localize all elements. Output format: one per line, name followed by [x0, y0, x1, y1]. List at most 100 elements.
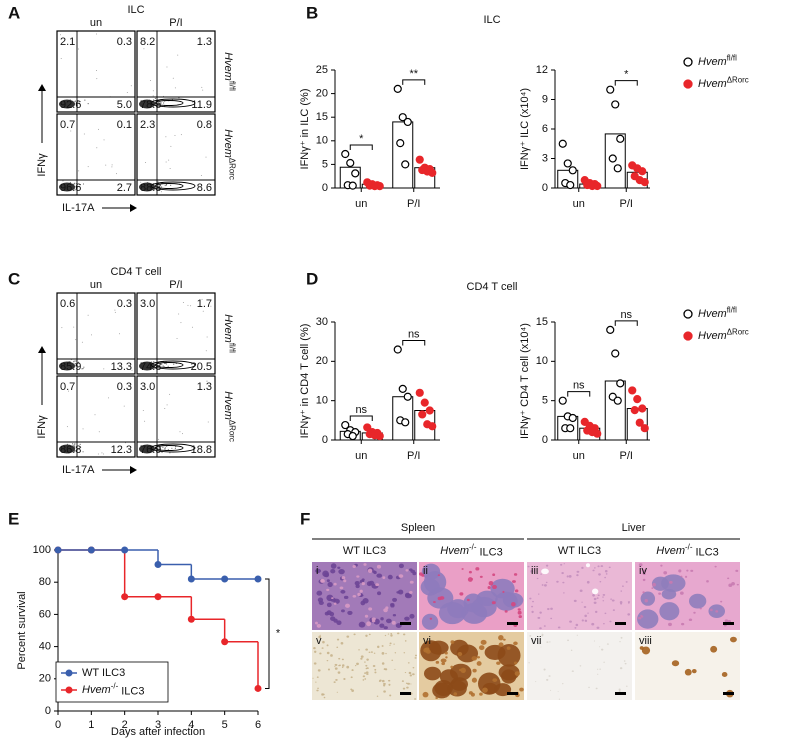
tissue-texture [337, 671, 341, 674]
x-tick-label: un [355, 450, 367, 462]
tissue-texture [367, 568, 373, 573]
flow-row-label: Hvemfl/fl [222, 314, 236, 353]
tissue-texture [350, 676, 353, 679]
event-dot [83, 133, 85, 135]
tissue-texture [736, 583, 739, 586]
data-point [566, 180, 575, 190]
tissue-texture [358, 649, 360, 651]
tissue-texture [728, 583, 733, 587]
y-axis-label: IFNγ⁺ ILC (x10⁴) [519, 88, 531, 170]
event-dot [83, 366, 85, 368]
data-point [558, 396, 567, 405]
legend-label: Hvem-/- ILC3 [82, 682, 144, 698]
tissue-texture [583, 606, 587, 609]
significance-label: ns [620, 309, 632, 321]
event-dot [180, 134, 182, 136]
significance-label: * [359, 133, 364, 145]
legend-label: Hvemfl/fl [698, 306, 737, 320]
tissue-texture [410, 683, 412, 685]
tissue-texture [579, 589, 583, 593]
bar [604, 380, 626, 441]
tissue-texture [640, 614, 643, 617]
survival-point [187, 615, 195, 623]
y-tick-label: 15 [536, 316, 548, 328]
event-dot [95, 33, 97, 35]
tissue-texture [619, 641, 621, 643]
tissue-texture [491, 601, 496, 605]
flow-row-label: HvemΔRorc [222, 391, 236, 442]
tissue-texture [476, 656, 481, 659]
tissue-texture [402, 687, 406, 690]
event-dot [152, 90, 154, 92]
tissue-texture [359, 589, 363, 593]
tissue-texture [496, 661, 501, 665]
tissue-texture [529, 597, 532, 600]
tissue-texture [341, 609, 345, 613]
tissue-texture [326, 588, 330, 592]
tissue-texture [383, 608, 388, 613]
event-dot [177, 54, 179, 56]
tissue-texture [368, 607, 373, 611]
tissue-texture [538, 642, 540, 645]
tissue-texture [362, 679, 365, 681]
tissue-texture [342, 664, 345, 667]
tissue-texture [364, 661, 366, 663]
scale-bar [507, 622, 518, 625]
data-point [375, 182, 384, 191]
tissue-texture [498, 635, 504, 641]
tissue-texture [360, 594, 364, 597]
tissue-texture [313, 647, 316, 650]
tissue-texture [365, 648, 368, 651]
y-tick-label: 20 [39, 673, 51, 685]
legend-marker [683, 79, 693, 89]
tissue-texture [556, 580, 559, 583]
flow-plot [136, 292, 216, 375]
tissue-texture [714, 565, 717, 568]
data-point [351, 169, 360, 178]
tissue-texture [336, 638, 340, 641]
significance-label: ** [409, 68, 418, 80]
tissue-texture [604, 612, 607, 615]
scale-bar [400, 622, 411, 625]
y-tick-label: 10 [316, 135, 328, 147]
tissue-texture [423, 666, 442, 681]
quadrant-value: 2.1 [60, 36, 75, 48]
tissue-texture [497, 643, 521, 667]
tissue-texture [371, 570, 376, 573]
contour [150, 360, 196, 370]
y-tick-label: 30 [316, 316, 328, 328]
tissue-texture [626, 685, 628, 687]
tissue-texture [536, 577, 539, 580]
tissue-texture [387, 680, 390, 682]
event-dot [74, 443, 76, 445]
tissue-texture [487, 586, 491, 590]
tissue-texture [437, 596, 442, 601]
quadrant-value: 76.9 [140, 444, 161, 456]
event-dot [82, 428, 84, 430]
tissue-texture [394, 652, 397, 654]
panel-numeral: vi [423, 635, 431, 647]
tissue-texture [440, 658, 447, 663]
event-dot [154, 188, 156, 190]
data-point [415, 388, 424, 397]
tissue-texture [459, 668, 462, 672]
event-dot [144, 420, 146, 422]
event-dot [202, 89, 204, 91]
flow-column-label: un [90, 17, 102, 29]
panel-numeral: ii [423, 565, 428, 577]
data-point [640, 424, 649, 433]
quadrant-value: 0.1 [117, 119, 132, 131]
event-dot [159, 364, 161, 366]
column-label-text: WT ILC3 [558, 545, 601, 557]
event-dot [98, 128, 100, 130]
tissue-texture [513, 661, 518, 665]
significance-bracket [614, 80, 638, 86]
tissue-texture [571, 670, 574, 672]
tissue-texture [435, 696, 439, 699]
event-dot [71, 443, 74, 445]
tissue-texture [642, 571, 646, 575]
event-dot [77, 185, 79, 188]
tissue-texture [715, 610, 719, 613]
tissue-texture [360, 600, 366, 606]
event-dot [79, 184, 81, 186]
